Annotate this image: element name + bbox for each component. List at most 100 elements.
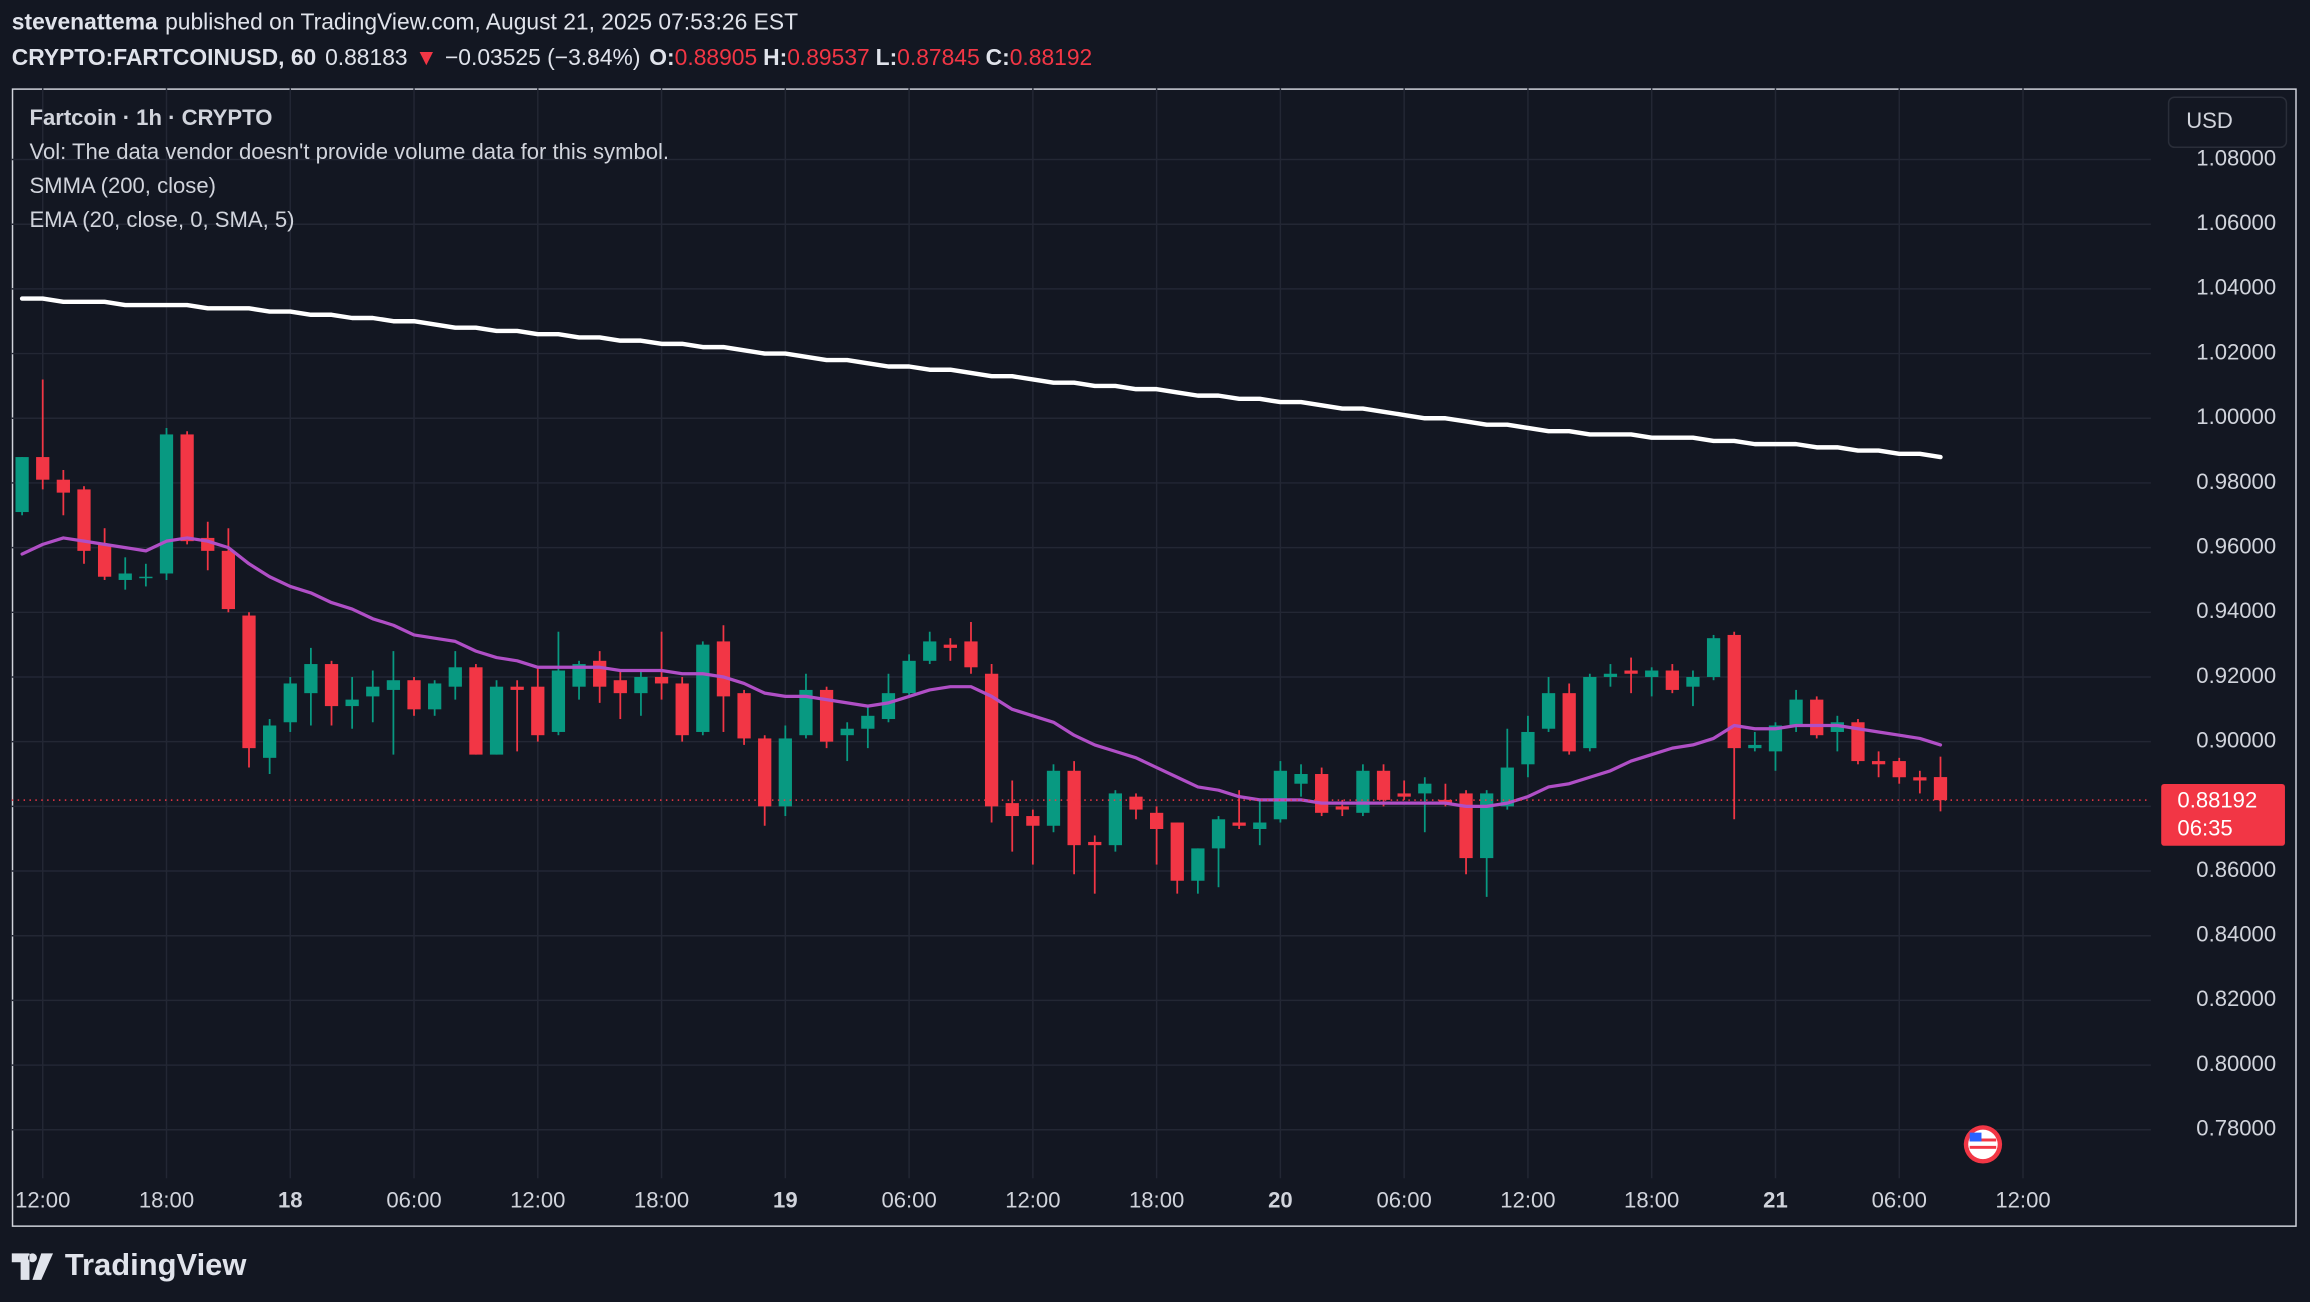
candle-body <box>1933 777 1948 801</box>
y-tick-label: 0.86000 <box>2196 857 2276 882</box>
candle-body <box>881 693 896 720</box>
candle-body <box>407 680 421 710</box>
ohlc-label: L: <box>876 44 898 70</box>
ohlc-label: C: <box>986 44 1010 70</box>
candle-body <box>1851 722 1865 762</box>
candle-body <box>840 728 854 736</box>
candle-body <box>1046 770 1061 826</box>
candle-body <box>593 660 607 687</box>
candle-body <box>263 725 277 758</box>
candle-body <box>1603 673 1618 677</box>
candle-body <box>1088 841 1102 846</box>
x-tick-label: 21 <box>1763 1188 1788 1213</box>
candle-body <box>1892 761 1906 778</box>
x-tick-label: 19 <box>773 1188 798 1213</box>
candle-body <box>1191 848 1205 881</box>
symbol-line: CRYPTO:FARTCOINUSD, 60 0.88183 ▼ −0.03525 (… <box>12 44 1092 70</box>
candle-body <box>1315 774 1329 813</box>
candle-body <box>1108 793 1123 846</box>
x-tick-label: 06:00 <box>1377 1188 1432 1213</box>
candle-body <box>428 683 442 710</box>
currency-button[interactable]: USD <box>2167 96 2288 149</box>
indicator-line <box>19 296 1943 460</box>
candle-body <box>675 683 689 736</box>
candle-body <box>469 667 483 755</box>
candle-body <box>159 434 174 574</box>
candle-body <box>799 689 813 736</box>
x-tick-label: 12:00 <box>1500 1188 1555 1213</box>
candle-body <box>283 683 297 723</box>
candle-body <box>15 457 29 513</box>
candle-body <box>386 680 401 690</box>
candle-body <box>1232 822 1246 826</box>
indicator-line <box>20 536 1943 808</box>
legend-entry: SMMA (200, close) <box>29 173 216 198</box>
ohlc-value: 0.88905 <box>675 44 758 70</box>
candle-body <box>56 479 70 493</box>
candle-body <box>1665 670 1679 690</box>
candle-body <box>1335 806 1349 810</box>
candle-body <box>861 715 875 729</box>
candle-body <box>1871 761 1886 765</box>
ohlc-label: O: <box>649 44 674 70</box>
candle-body <box>242 615 256 749</box>
candle-body <box>1150 812 1164 829</box>
candle-body <box>1810 699 1824 736</box>
y-tick-label: 0.78000 <box>2196 1116 2276 1141</box>
x-tick-label: 12:00 <box>1995 1188 2050 1213</box>
x-tick-label: 06:00 <box>386 1188 441 1213</box>
candle-body <box>737 693 751 739</box>
candle-body <box>943 644 957 648</box>
candle-body <box>97 544 112 577</box>
candle-body <box>1645 670 1659 677</box>
candle-body <box>1913 777 1927 781</box>
candle-body <box>902 660 916 694</box>
currency[interactable]: USD <box>2186 108 2233 133</box>
logo-mark <box>11 1253 54 1280</box>
ohlc-value: 0.89537 <box>787 44 870 70</box>
candle-body <box>819 689 834 742</box>
y-tick-label: 0.84000 <box>2196 922 2276 947</box>
candle-body <box>1480 793 1494 859</box>
candle-body <box>1521 731 1535 765</box>
candle-body <box>531 686 545 736</box>
candle-body <box>964 641 978 668</box>
candle-body <box>1170 822 1184 881</box>
candle-body <box>1356 770 1370 813</box>
candle-body <box>1768 725 1783 752</box>
y-tick-label: 0.82000 <box>2196 986 2276 1011</box>
candle-body <box>1129 796 1143 810</box>
candle-body <box>1748 744 1762 749</box>
x-tick-label: 18 <box>278 1188 303 1213</box>
author: stevenattema <box>12 9 158 35</box>
candle-body <box>1459 793 1473 859</box>
y-tick-label: 1.02000 <box>2196 339 2276 364</box>
candle-body <box>345 699 359 707</box>
x-tick-label: 18:00 <box>139 1188 194 1213</box>
y-tick-label: 0.96000 <box>2196 533 2276 558</box>
y-tick-label: 1.04000 <box>2196 275 2276 300</box>
x-tick-label: 12:00 <box>1005 1188 1060 1213</box>
x-tick-label: 06:00 <box>881 1188 936 1213</box>
candle-body <box>1500 767 1514 807</box>
x-tick-label: 12:00 <box>510 1188 565 1213</box>
x-tick-label: 18:00 <box>1129 1188 1184 1213</box>
candle-body <box>634 676 648 694</box>
candle-body <box>510 686 524 690</box>
candle-body <box>1789 699 1803 726</box>
published: published on TradingView.com, August 21,… <box>165 9 798 35</box>
y-tick-label: 0.80000 <box>2196 1051 2276 1076</box>
last: 0.88183 <box>325 44 408 70</box>
candle-body <box>304 664 318 694</box>
candle-body <box>448 667 462 687</box>
candle-body <box>1273 770 1288 820</box>
candle-body <box>1005 803 1019 817</box>
y-tick-label: 0.90000 <box>2196 727 2276 752</box>
flag-stripe <box>1969 1145 1997 1149</box>
candle-body <box>1397 793 1411 797</box>
flag-stripe <box>1969 1138 1997 1142</box>
candle-body <box>551 670 566 732</box>
x-tick-label: 20 <box>1268 1188 1293 1213</box>
flag-canton <box>1969 1132 1982 1142</box>
candle-body <box>572 664 586 687</box>
